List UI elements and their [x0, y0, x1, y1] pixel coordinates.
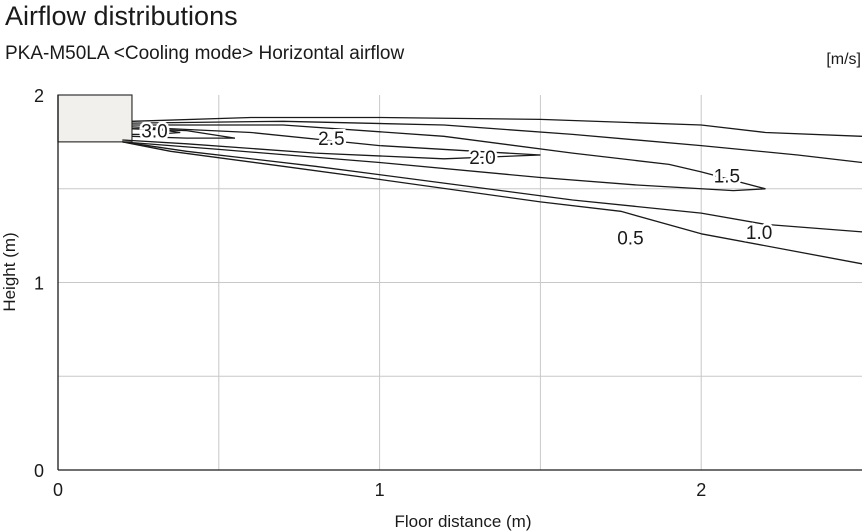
contour-line-lower-0.5 [122, 141, 863, 265]
contour-line-upper-1.5 [132, 124, 766, 190]
y-tick-label: 2 [34, 86, 44, 106]
contour-line-lower-2.5 [131, 135, 235, 139]
indoor-unit-box [57, 94, 133, 143]
contour-label: 1.0 [746, 223, 772, 244]
x-tick-label: 2 [696, 480, 706, 500]
tick-labels: 0 1 2 0 1 2 [34, 86, 706, 500]
x-tick-label: 0 [53, 480, 63, 500]
contour-line-upper-2.0 [131, 126, 541, 156]
contour-line-upper-3.0 [132, 128, 181, 134]
chart-subtitle: PKA-M50LA <Cooling mode> Horizontal airf… [5, 43, 405, 64]
contour-labels: 0.5 1.0 1.5 2.0 2.5 3.0 [139, 119, 775, 252]
contour-label: 2.0 [469, 148, 495, 169]
axes [57, 95, 862, 471]
chart-title: Airflow distributions [5, 1, 238, 31]
contour-line-lower-2.0 [122, 139, 541, 160]
contour-label: 2.5 [318, 129, 344, 150]
y-tick-label: 0 [34, 461, 44, 481]
contour-line-upper-0.5 [131, 116, 863, 137]
indoor-unit [57, 94, 133, 143]
contour-label: 0.5 [617, 229, 643, 250]
x-axis-label: Floor distance (m) [395, 512, 532, 531]
contour-label: 1.5 [714, 167, 740, 188]
y-axis-label: Height (m) [0, 232, 19, 311]
contour-line-lower-1.5 [122, 141, 766, 192]
contour-label: 3.0 [141, 122, 167, 143]
contour-line-upper-1.0 [131, 120, 863, 164]
contour-lines [122, 116, 863, 265]
x-tick-label: 1 [375, 480, 385, 500]
grid [58, 95, 862, 470]
contour-line-lower-3.0 [132, 131, 181, 136]
contour-line-lower-1.0 [122, 141, 863, 233]
y-tick-label: 1 [34, 274, 44, 294]
unit-label: [m/s] [826, 51, 861, 68]
